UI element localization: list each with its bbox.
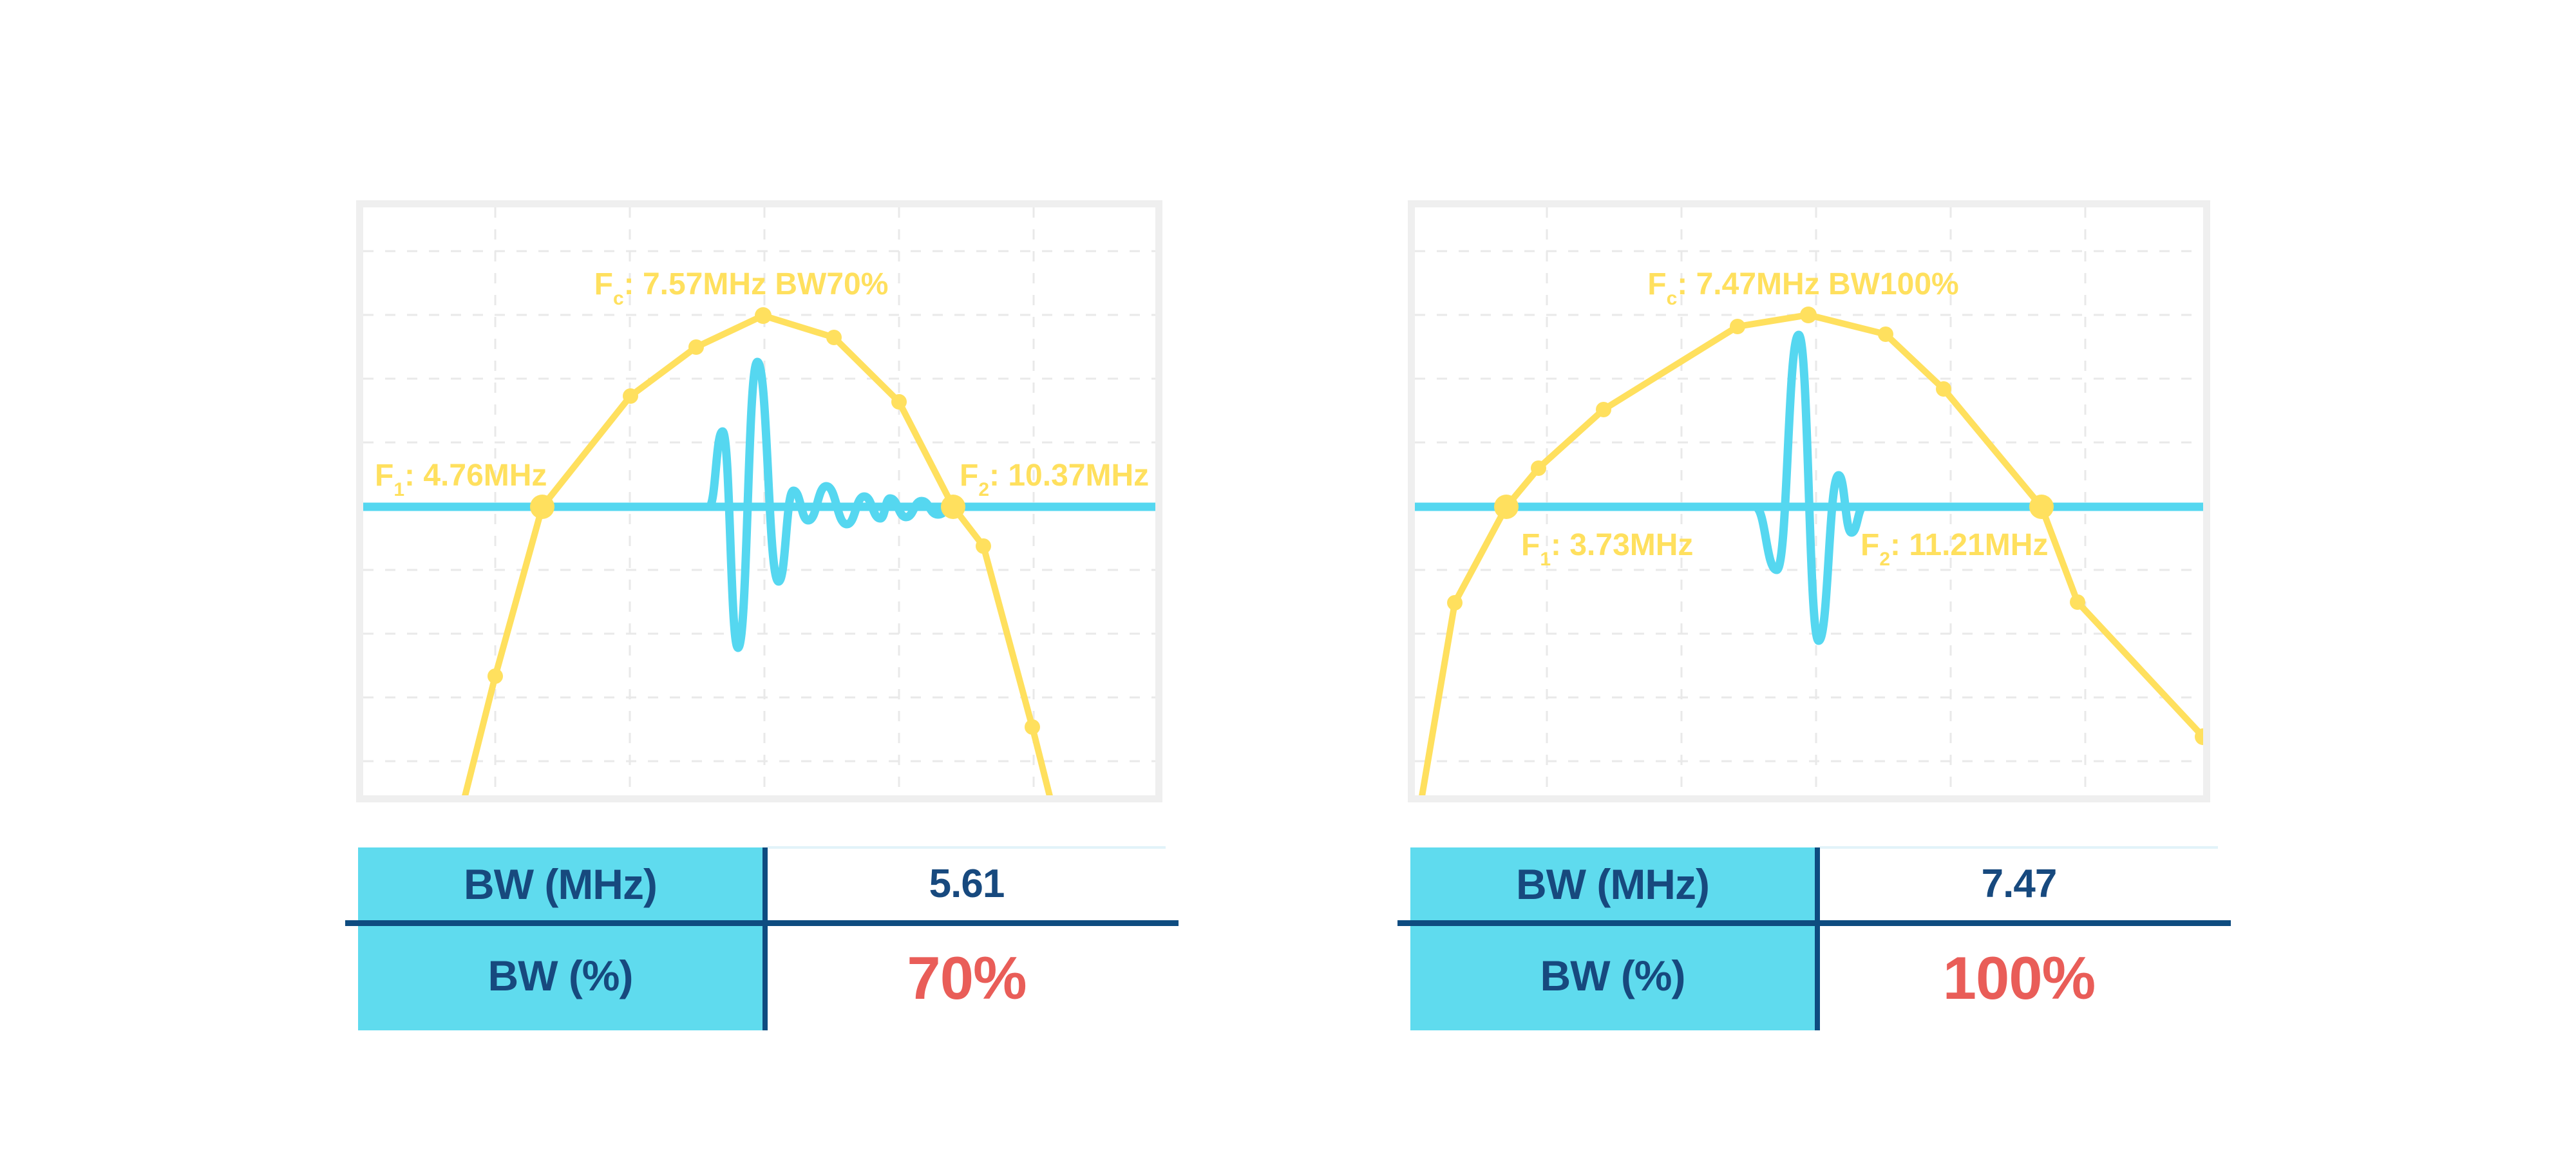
svg-text:F1: 3.73MHz: F1: 3.73MHz: [1521, 528, 1693, 570]
spectrum-pulse-plot-bw70: Fc: 7.57MHz BW70% F1: 4.76MHz F2: 10.37MHz: [363, 207, 1155, 795]
svg-text:F1: 4.76MHz: F1: 4.76MHz: [375, 459, 547, 500]
svg-text:F2: 11.21MHz: F2: 11.21MHz: [1861, 528, 2048, 570]
svg-text:Fc: 7.47MHz BW100%: Fc: 7.47MHz BW100%: [1647, 267, 1958, 309]
table-top-rule: [1820, 846, 2218, 849]
table-column-divider: [762, 847, 768, 1030]
table-value-bw-mhz: 7.47: [1981, 862, 2058, 906]
table-top-rule: [768, 846, 1166, 849]
svg-text:F2: 10.37MHz: F2: 10.37MHz: [960, 459, 1149, 500]
table-label-column: BW (MHz) BW (%): [1410, 847, 1815, 1030]
table-label-bw-pct: BW (%): [1540, 951, 1686, 999]
table-row-divider: [1397, 920, 2231, 926]
spectrum-pulse-plot-bw100: Fc: 7.47MHz BW100% F1: 3.73MHz F2: 11.21MH…: [1415, 207, 2203, 795]
chart-frame-bw70: Fc: 7.57MHz BW70% F1: 4.76MHz F2: 10.37MHz: [356, 200, 1162, 802]
chart-frame-bw100: Fc: 7.47MHz BW100% F1: 3.73MHz F2: 11.21MH…: [1408, 200, 2210, 802]
table-value-bw-mhz: 5.61: [929, 862, 1005, 906]
table-label-column: BW (MHz) BW (%): [358, 847, 762, 1030]
table-label-bw-mhz: BW (MHz): [1516, 860, 1710, 908]
table-value-bw-pct: 70%: [907, 944, 1027, 1012]
bw-table-bw100: BW (MHz) BW (%) 7.47 100%: [1397, 846, 2231, 1030]
table-column-divider: [1815, 847, 1820, 1030]
table-value-bw-pct: 100%: [1942, 944, 2096, 1012]
table-label-bw-pct: BW (%): [488, 951, 634, 999]
table-row-divider: [345, 920, 1179, 926]
bw-table-bw70: BW (MHz) BW (%) 5.61 70%: [345, 846, 1179, 1030]
table-label-bw-mhz: BW (MHz): [464, 860, 658, 908]
svg-text:Fc: 7.57MHz BW70%: Fc: 7.57MHz BW70%: [594, 267, 889, 309]
